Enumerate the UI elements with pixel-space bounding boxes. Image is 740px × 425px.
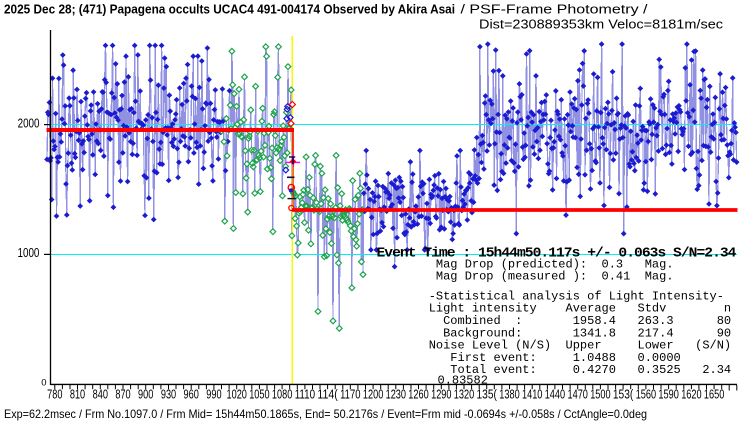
svg-text:Noise Level (N/S) Upper L: Noise Level (N/S) Upper Lower (S/N) (429, 339, 731, 353)
svg-text:153(: 153( (613, 387, 634, 401)
svg-text:Total event: 0.4270 0.35: Total event: 0.4270 0.3525 2.34 (429, 363, 731, 377)
svg-text:1290: 1290 (431, 387, 451, 401)
svg-text:Mag Drop (measured ): 0.41 M: Mag Drop (measured ): 0.41 Mag. (429, 270, 674, 284)
svg-text:1500: 1500 (590, 387, 610, 401)
svg-text:960: 960 (184, 387, 199, 401)
svg-text:1590: 1590 (658, 387, 678, 401)
svg-text:114(: 114( (317, 387, 338, 401)
svg-text:1050: 1050 (249, 387, 269, 401)
svg-text:1260: 1260 (408, 387, 428, 401)
svg-text:Light intensity Average S: Light intensity Average Stdv n (429, 302, 731, 316)
svg-text:Exp=62.2msec / Frm No.1097.0 /: Exp=62.2msec / Frm No.1097.0 / Frm Mid= … (4, 407, 647, 421)
svg-text:1170: 1170 (340, 387, 360, 401)
svg-text:1470: 1470 (568, 387, 588, 401)
svg-text:Background: 1341.8 217: Background: 1341.8 217.4 90 (429, 326, 731, 340)
svg-text:/ PSF-Frame Photometry /: / PSF-Frame Photometry / (461, 2, 648, 17)
svg-text:1410: 1410 (522, 387, 542, 401)
svg-text:Combined : 1958.4 263: Combined : 1958.4 263.3 80 (429, 314, 731, 328)
svg-text:135(: 135( (477, 387, 498, 401)
svg-text:1650: 1650 (704, 387, 724, 401)
svg-text:1000: 1000 (18, 246, 40, 260)
svg-text:990: 990 (206, 387, 221, 401)
svg-text:2025 Dec 28; (471) Papagena oc: 2025 Dec 28; (471) Papagena occults UCAC… (4, 2, 455, 17)
svg-text:0.83582: 0.83582 (438, 373, 488, 387)
svg-text:Mag Drop (predicted): 0.3 M: Mag Drop (predicted): 0.3 Mag. (429, 257, 674, 271)
svg-text:1560: 1560 (636, 387, 656, 401)
svg-text:1230: 1230 (386, 387, 406, 401)
svg-text:-Statistical analysis of Light: -Statistical analysis of Light Intensity… (429, 289, 724, 303)
svg-text:1200: 1200 (363, 387, 383, 401)
svg-text:900: 900 (138, 387, 153, 401)
svg-text:780: 780 (47, 387, 62, 401)
svg-text:0: 0 (41, 377, 46, 388)
svg-text:Dist=230889353km Veloc=8181m/s: Dist=230889353km Veloc=8181m/sec (479, 17, 724, 32)
svg-text:1080: 1080 (272, 387, 292, 401)
svg-text:First event: 1.0488 0.00: First event: 1.0488 0.0000 (429, 351, 681, 365)
svg-text:810: 810 (70, 387, 85, 401)
svg-text:2000: 2000 (18, 116, 40, 130)
svg-text:Event Time : 15h44m50.117s +/: Event Time : 15h44m50.117s +/- 0.063s S/… (377, 246, 737, 262)
svg-text:1620: 1620 (681, 387, 701, 401)
svg-text:1110: 1110 (295, 387, 315, 401)
svg-text:1020: 1020 (227, 387, 247, 401)
svg-text:870: 870 (115, 387, 130, 401)
svg-text:1380: 1380 (499, 387, 519, 401)
svg-text:1440: 1440 (545, 387, 565, 401)
svg-text:1320: 1320 (454, 387, 474, 401)
svg-text:840: 840 (93, 387, 108, 401)
svg-text:930: 930 (161, 387, 176, 401)
